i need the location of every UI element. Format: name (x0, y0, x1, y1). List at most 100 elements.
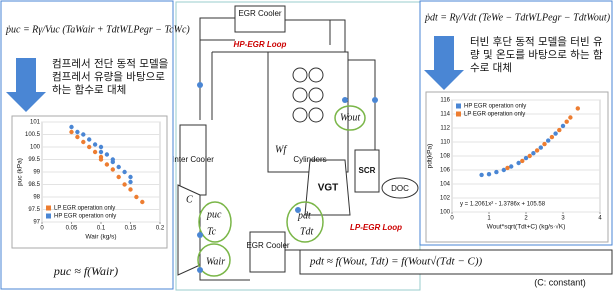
y-tick-label: 97.5 (28, 207, 40, 213)
x-tick-label: 0.1 (97, 226, 106, 232)
description: 컴프레서 전단 동적 모델을 컴프레서 유량을 바탕으로 하는 함수로 대체 (52, 58, 169, 96)
annotation: y = 1.2061x² - 1.3786x + 105.58 (460, 202, 546, 208)
scatter-point (509, 164, 514, 169)
x-tick-label: 0.2 (156, 226, 165, 232)
scatter-point (110, 167, 116, 172)
arrow (6, 58, 46, 112)
scatter-point (494, 169, 499, 175)
y-tick-label: 102 (440, 196, 451, 202)
legend-swatch (456, 111, 461, 117)
scatter-point (557, 127, 562, 133)
scatter-point (128, 179, 133, 185)
scatter-point (128, 174, 133, 180)
highlight-ellipses (197, 105, 366, 277)
scatter-point (516, 160, 521, 166)
scatter-point (110, 159, 116, 165)
approx-box (299, 249, 613, 275)
scatter-point (87, 144, 92, 150)
scatter-point (122, 182, 127, 187)
scatter-point (546, 138, 551, 143)
scatter-point (486, 172, 492, 177)
x-axis-label: Wout*sqrt(Tdt+C) (kg/s·√K) (487, 223, 566, 231)
scatter-point (564, 119, 569, 124)
y-tick-label: 106 (440, 168, 451, 174)
legend-label: LP EGR operation only (54, 206, 115, 212)
scatter-point (116, 174, 121, 180)
arrow (424, 36, 464, 90)
scatter-point (122, 169, 127, 175)
y-tick-label: 100.5 (25, 132, 41, 138)
legend-swatch (46, 213, 51, 219)
scatter-point (134, 194, 139, 200)
inter-cooler (179, 124, 207, 196)
label: Tc (207, 226, 217, 237)
x-axis-label: Wair (kg/s) (85, 234, 116, 241)
y-tick-label: 98 (33, 195, 40, 201)
scatter-point (128, 187, 133, 192)
egr-cooler-top (234, 5, 286, 33)
y-tick-label: 98.5 (28, 182, 40, 188)
sensor-dots (197, 82, 378, 273)
x-tick-label: 2 (524, 216, 528, 222)
engine-block (267, 51, 349, 173)
y-axis-label: pdt(kPa) (427, 144, 434, 169)
compressor (177, 184, 201, 276)
y-axis-label: puc (kPa) (17, 158, 24, 186)
scatter-point (501, 167, 506, 173)
label: Tdt (300, 226, 314, 237)
x-tick-label: 0 (40, 226, 44, 232)
equation: ṗdt = Rγ/Vdt (TeWe − TdtWLPegr − TdtWout… (424, 12, 611, 23)
label: SCR (359, 166, 376, 175)
scatter-point (69, 129, 74, 135)
scatter-point (81, 132, 86, 137)
scatter-point (75, 129, 80, 135)
scr (354, 149, 380, 193)
scatter-point (104, 162, 110, 167)
y-tick-label: 99 (33, 170, 40, 176)
pipes (199, 17, 376, 170)
x-tick-label: 0.05 (66, 226, 78, 232)
scatter-point (523, 155, 529, 161)
scatter-point (549, 134, 555, 140)
x-tick-label: 1 (487, 216, 491, 222)
scatter-point (69, 124, 74, 130)
approximation: puc ≈ f(Wair) (53, 264, 118, 278)
legend-label: HP EGR operation only (54, 214, 116, 220)
scatter-point (538, 145, 543, 150)
label: DOC (391, 184, 409, 193)
label: EGR Cooler (238, 9, 281, 18)
scatter-point (553, 131, 558, 136)
scatter-point (505, 165, 510, 171)
scatter-point (92, 142, 98, 147)
y-tick-label: 108 (440, 154, 451, 160)
scatter-point (542, 141, 547, 147)
right-panel (419, 0, 613, 246)
scatter-point (531, 151, 536, 156)
vgt (304, 159, 351, 216)
scatter-point (92, 149, 98, 155)
y-tick-label: 116 (440, 98, 450, 104)
doc (381, 177, 419, 199)
description: 터빈 후단 동적 모델을 터빈 유량 및 온도를 바탕으로 하는 함수로 대체 (470, 36, 603, 74)
legend-swatch (46, 205, 51, 211)
y-tick-label: 101 (30, 120, 41, 126)
y-tick-label: 114 (440, 112, 450, 118)
legend-label: HP EGR operation only (464, 104, 526, 110)
x-tick-label: 4 (598, 216, 602, 222)
scatter-point (116, 164, 121, 170)
y-tick-label: 100 (30, 145, 41, 151)
label: HP-EGR Loop (234, 40, 287, 49)
label: VGT (318, 183, 339, 194)
scatter-point (98, 149, 104, 155)
left-panel (0, 0, 174, 290)
x-tick-label: 0.15 (125, 226, 137, 232)
x-tick-label: 0 (450, 216, 454, 222)
chart-frame (425, 91, 609, 243)
label: LP-EGR Loop (350, 223, 402, 232)
label: pdt (297, 210, 311, 221)
scatter-point (81, 139, 86, 145)
scatter-point (575, 106, 580, 111)
label: puc (206, 209, 222, 220)
